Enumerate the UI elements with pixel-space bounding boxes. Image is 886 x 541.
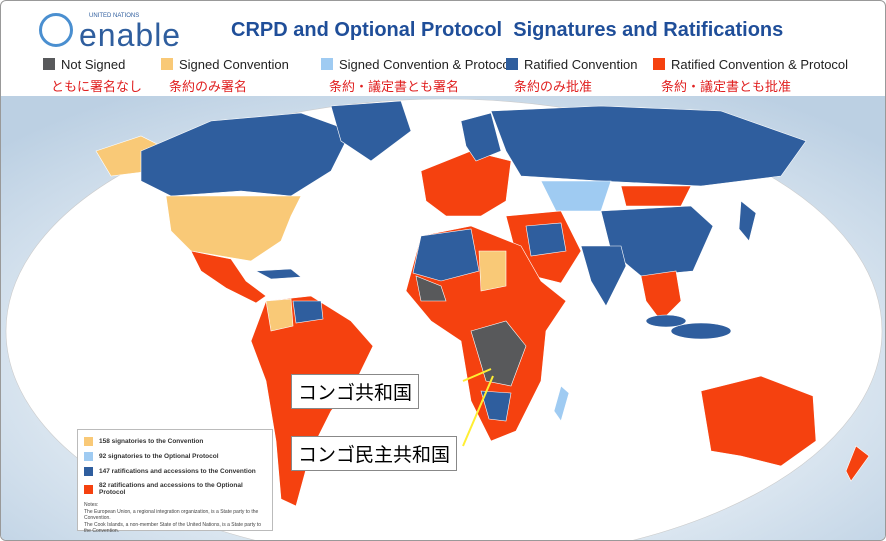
stats-swatch	[84, 437, 93, 446]
stats-swatch	[84, 484, 93, 494]
stats-swatch	[84, 467, 93, 476]
logo-small: UNITED NATIONS	[89, 13, 140, 19]
legend-label: Not Signed	[61, 57, 126, 72]
note: The Cook Islands, a non-member State of …	[84, 522, 262, 534]
legend-item: Ratified Convention & Protocol 条約・議定書とも批准	[653, 57, 848, 95]
note: The European Union, a regional integrati…	[84, 509, 259, 521]
un-emblem	[39, 13, 73, 47]
legend-swatch	[321, 58, 333, 70]
legend-label: Signed Convention & Protocol	[339, 57, 513, 72]
legend-label: Ratified Convention & Protocol	[671, 57, 849, 72]
legend-swatch	[43, 58, 55, 70]
stats-row: 158 signatories to the Convention	[84, 437, 266, 446]
stats-text: 92 signatories to the Optional Protocol	[99, 453, 219, 460]
stats-swatch	[84, 452, 93, 461]
legend-label-ja: 条約のみ署名	[169, 79, 248, 94]
stats-row: 147 ratifications and accessions to the …	[84, 467, 266, 476]
legend-label-ja: 条約・議定書とも批准	[661, 79, 792, 94]
legend-swatch	[653, 58, 665, 70]
stats-row: 82 ratifications and accessions to the O…	[84, 482, 266, 496]
stats-text: 82 ratifications and accessions to the O…	[99, 482, 243, 496]
logo-text: enable	[79, 17, 182, 53]
stats-text: 147 ratifications and accessions to the …	[99, 468, 256, 475]
legend-item: Signed Convention 条約のみ署名	[161, 57, 289, 95]
legend-item: Signed Convention & Protocol 条約・議定書とも署名	[321, 57, 512, 95]
stats-row: 92 signatories to the Optional Protocol	[84, 452, 266, 461]
legend-item: Ratified Convention 条約のみ批准	[506, 57, 637, 95]
title: CRPD and Optional Protocol Signatures an…	[231, 19, 784, 41]
legend-label-ja: 条約・議定書とも署名	[329, 79, 460, 94]
logo: UNITED NATIONS enable	[39, 13, 189, 53]
legend-item: Not Signed ともに署名なし	[43, 57, 142, 95]
callout: コンゴ共和国	[291, 374, 420, 409]
note: Notes:	[84, 502, 99, 508]
legend-label-ja: ともに署名なし	[51, 79, 143, 94]
callout: コンゴ民主共和国	[291, 436, 458, 471]
legend-label: Signed Convention	[179, 57, 289, 72]
legend-label-ja: 条約のみ批准	[514, 79, 593, 94]
stats-text: 158 signatories to the Convention	[99, 438, 204, 445]
stats-box: 158 signatories to the Convention 92 sign…	[77, 429, 273, 534]
legend-swatch	[506, 58, 518, 70]
legend-swatch	[161, 58, 173, 70]
legend-label: Ratified Convention	[524, 57, 638, 72]
